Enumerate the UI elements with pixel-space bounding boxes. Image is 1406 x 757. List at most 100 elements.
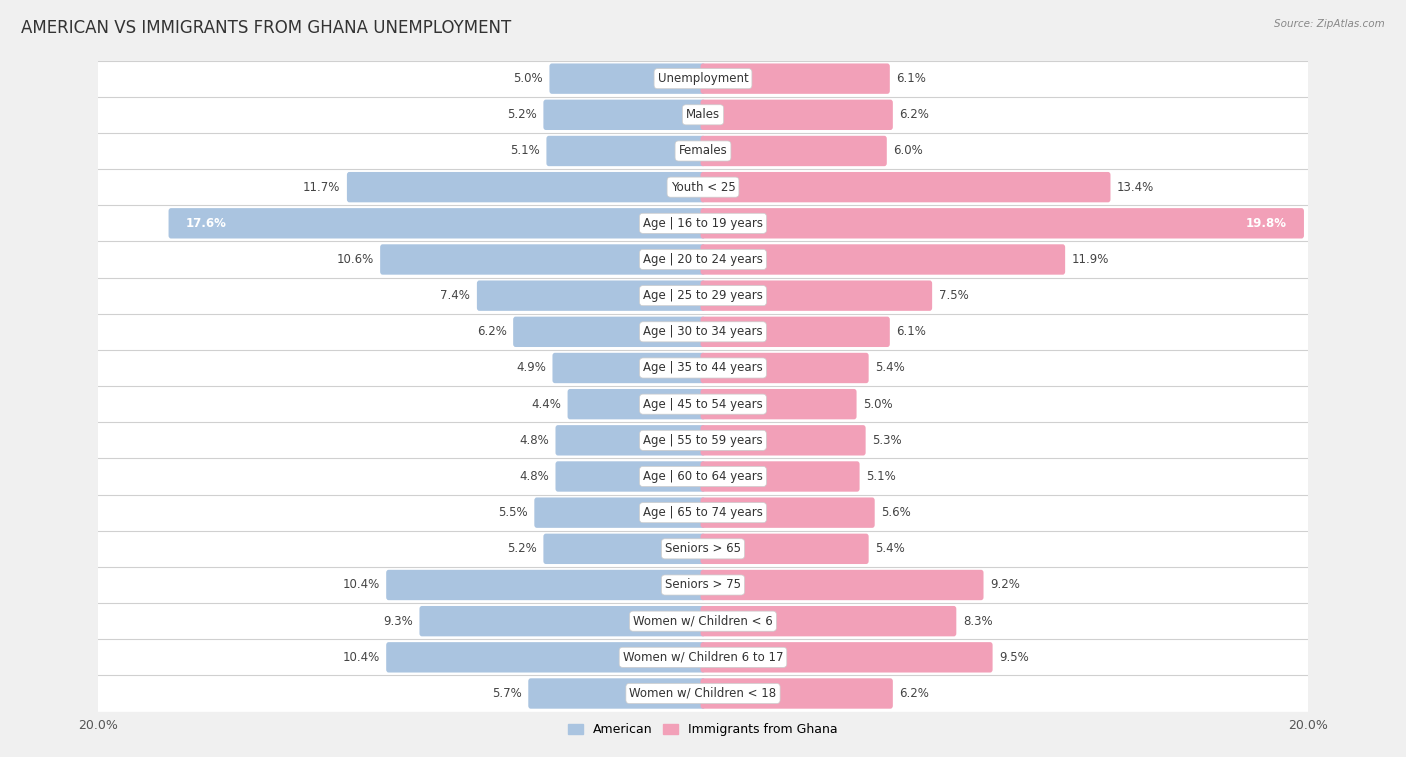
FancyBboxPatch shape (550, 64, 706, 94)
Text: 5.5%: 5.5% (498, 506, 527, 519)
Text: 10.6%: 10.6% (336, 253, 374, 266)
Text: Age | 30 to 34 years: Age | 30 to 34 years (643, 326, 763, 338)
Text: 5.0%: 5.0% (513, 72, 543, 85)
FancyBboxPatch shape (700, 316, 890, 347)
FancyBboxPatch shape (700, 570, 984, 600)
Bar (98, 494, 1308, 531)
Text: 9.2%: 9.2% (990, 578, 1019, 591)
Text: 4.8%: 4.8% (519, 434, 548, 447)
Text: 6.2%: 6.2% (900, 687, 929, 700)
FancyBboxPatch shape (700, 389, 856, 419)
Text: Youth < 25: Youth < 25 (671, 181, 735, 194)
Text: 4.9%: 4.9% (516, 362, 546, 375)
Text: Males: Males (686, 108, 720, 121)
Text: 4.4%: 4.4% (531, 397, 561, 410)
FancyBboxPatch shape (700, 534, 869, 564)
Bar (98, 97, 1308, 133)
Text: 11.7%: 11.7% (302, 181, 340, 194)
FancyBboxPatch shape (700, 136, 887, 167)
FancyBboxPatch shape (534, 497, 706, 528)
Text: 6.1%: 6.1% (897, 326, 927, 338)
Text: Age | 20 to 24 years: Age | 20 to 24 years (643, 253, 763, 266)
FancyBboxPatch shape (700, 280, 932, 311)
Bar (98, 350, 1308, 386)
Text: 5.4%: 5.4% (876, 542, 905, 556)
FancyBboxPatch shape (529, 678, 706, 709)
FancyBboxPatch shape (547, 136, 706, 167)
Bar (98, 531, 1308, 567)
Text: 5.0%: 5.0% (863, 397, 893, 410)
Text: 5.1%: 5.1% (866, 470, 896, 483)
FancyBboxPatch shape (700, 172, 1111, 202)
Bar (98, 278, 1308, 313)
Text: 7.5%: 7.5% (939, 289, 969, 302)
Bar (98, 61, 1308, 97)
Text: 6.0%: 6.0% (893, 145, 924, 157)
FancyBboxPatch shape (513, 316, 706, 347)
Text: 5.4%: 5.4% (876, 362, 905, 375)
Bar (98, 675, 1308, 712)
FancyBboxPatch shape (700, 606, 956, 637)
FancyBboxPatch shape (700, 208, 1303, 238)
Text: 5.1%: 5.1% (510, 145, 540, 157)
FancyBboxPatch shape (387, 570, 706, 600)
Bar (98, 169, 1308, 205)
FancyBboxPatch shape (387, 642, 706, 672)
Text: Source: ZipAtlas.com: Source: ZipAtlas.com (1274, 19, 1385, 29)
Text: 13.4%: 13.4% (1118, 181, 1154, 194)
Text: 19.8%: 19.8% (1246, 217, 1286, 230)
Text: Age | 35 to 44 years: Age | 35 to 44 years (643, 362, 763, 375)
Bar (98, 567, 1308, 603)
Text: 10.4%: 10.4% (342, 651, 380, 664)
FancyBboxPatch shape (700, 353, 869, 383)
Text: 5.3%: 5.3% (872, 434, 901, 447)
Text: 9.3%: 9.3% (382, 615, 413, 628)
Text: 6.1%: 6.1% (897, 72, 927, 85)
Text: 5.2%: 5.2% (508, 542, 537, 556)
FancyBboxPatch shape (347, 172, 706, 202)
Text: 9.5%: 9.5% (1000, 651, 1029, 664)
Text: 6.2%: 6.2% (477, 326, 506, 338)
Text: Age | 55 to 59 years: Age | 55 to 59 years (643, 434, 763, 447)
Text: 4.8%: 4.8% (519, 470, 548, 483)
Text: Women w/ Children 6 to 17: Women w/ Children 6 to 17 (623, 651, 783, 664)
Text: Women w/ Children < 18: Women w/ Children < 18 (630, 687, 776, 700)
FancyBboxPatch shape (555, 461, 706, 492)
Text: AMERICAN VS IMMIGRANTS FROM GHANA UNEMPLOYMENT: AMERICAN VS IMMIGRANTS FROM GHANA UNEMPL… (21, 19, 512, 37)
FancyBboxPatch shape (553, 353, 706, 383)
Text: 5.6%: 5.6% (882, 506, 911, 519)
FancyBboxPatch shape (700, 245, 1066, 275)
Text: 11.9%: 11.9% (1071, 253, 1109, 266)
Text: Age | 60 to 64 years: Age | 60 to 64 years (643, 470, 763, 483)
FancyBboxPatch shape (543, 534, 706, 564)
FancyBboxPatch shape (419, 606, 706, 637)
Bar (98, 241, 1308, 278)
Text: 5.2%: 5.2% (508, 108, 537, 121)
FancyBboxPatch shape (477, 280, 706, 311)
FancyBboxPatch shape (568, 389, 706, 419)
FancyBboxPatch shape (700, 461, 859, 492)
FancyBboxPatch shape (700, 425, 866, 456)
Text: Seniors > 65: Seniors > 65 (665, 542, 741, 556)
Bar (98, 422, 1308, 459)
Bar (98, 459, 1308, 494)
Text: 5.7%: 5.7% (492, 687, 522, 700)
Bar (98, 639, 1308, 675)
Bar (98, 603, 1308, 639)
Legend: American, Immigrants from Ghana: American, Immigrants from Ghana (564, 718, 842, 741)
Text: 10.4%: 10.4% (342, 578, 380, 591)
Text: Unemployment: Unemployment (658, 72, 748, 85)
Text: Women w/ Children < 6: Women w/ Children < 6 (633, 615, 773, 628)
FancyBboxPatch shape (700, 642, 993, 672)
FancyBboxPatch shape (380, 245, 706, 275)
Text: Females: Females (679, 145, 727, 157)
FancyBboxPatch shape (700, 100, 893, 130)
Text: 7.4%: 7.4% (440, 289, 470, 302)
Bar (98, 386, 1308, 422)
FancyBboxPatch shape (555, 425, 706, 456)
FancyBboxPatch shape (700, 678, 893, 709)
FancyBboxPatch shape (169, 208, 706, 238)
Text: 17.6%: 17.6% (186, 217, 226, 230)
Text: Age | 45 to 54 years: Age | 45 to 54 years (643, 397, 763, 410)
FancyBboxPatch shape (543, 100, 706, 130)
